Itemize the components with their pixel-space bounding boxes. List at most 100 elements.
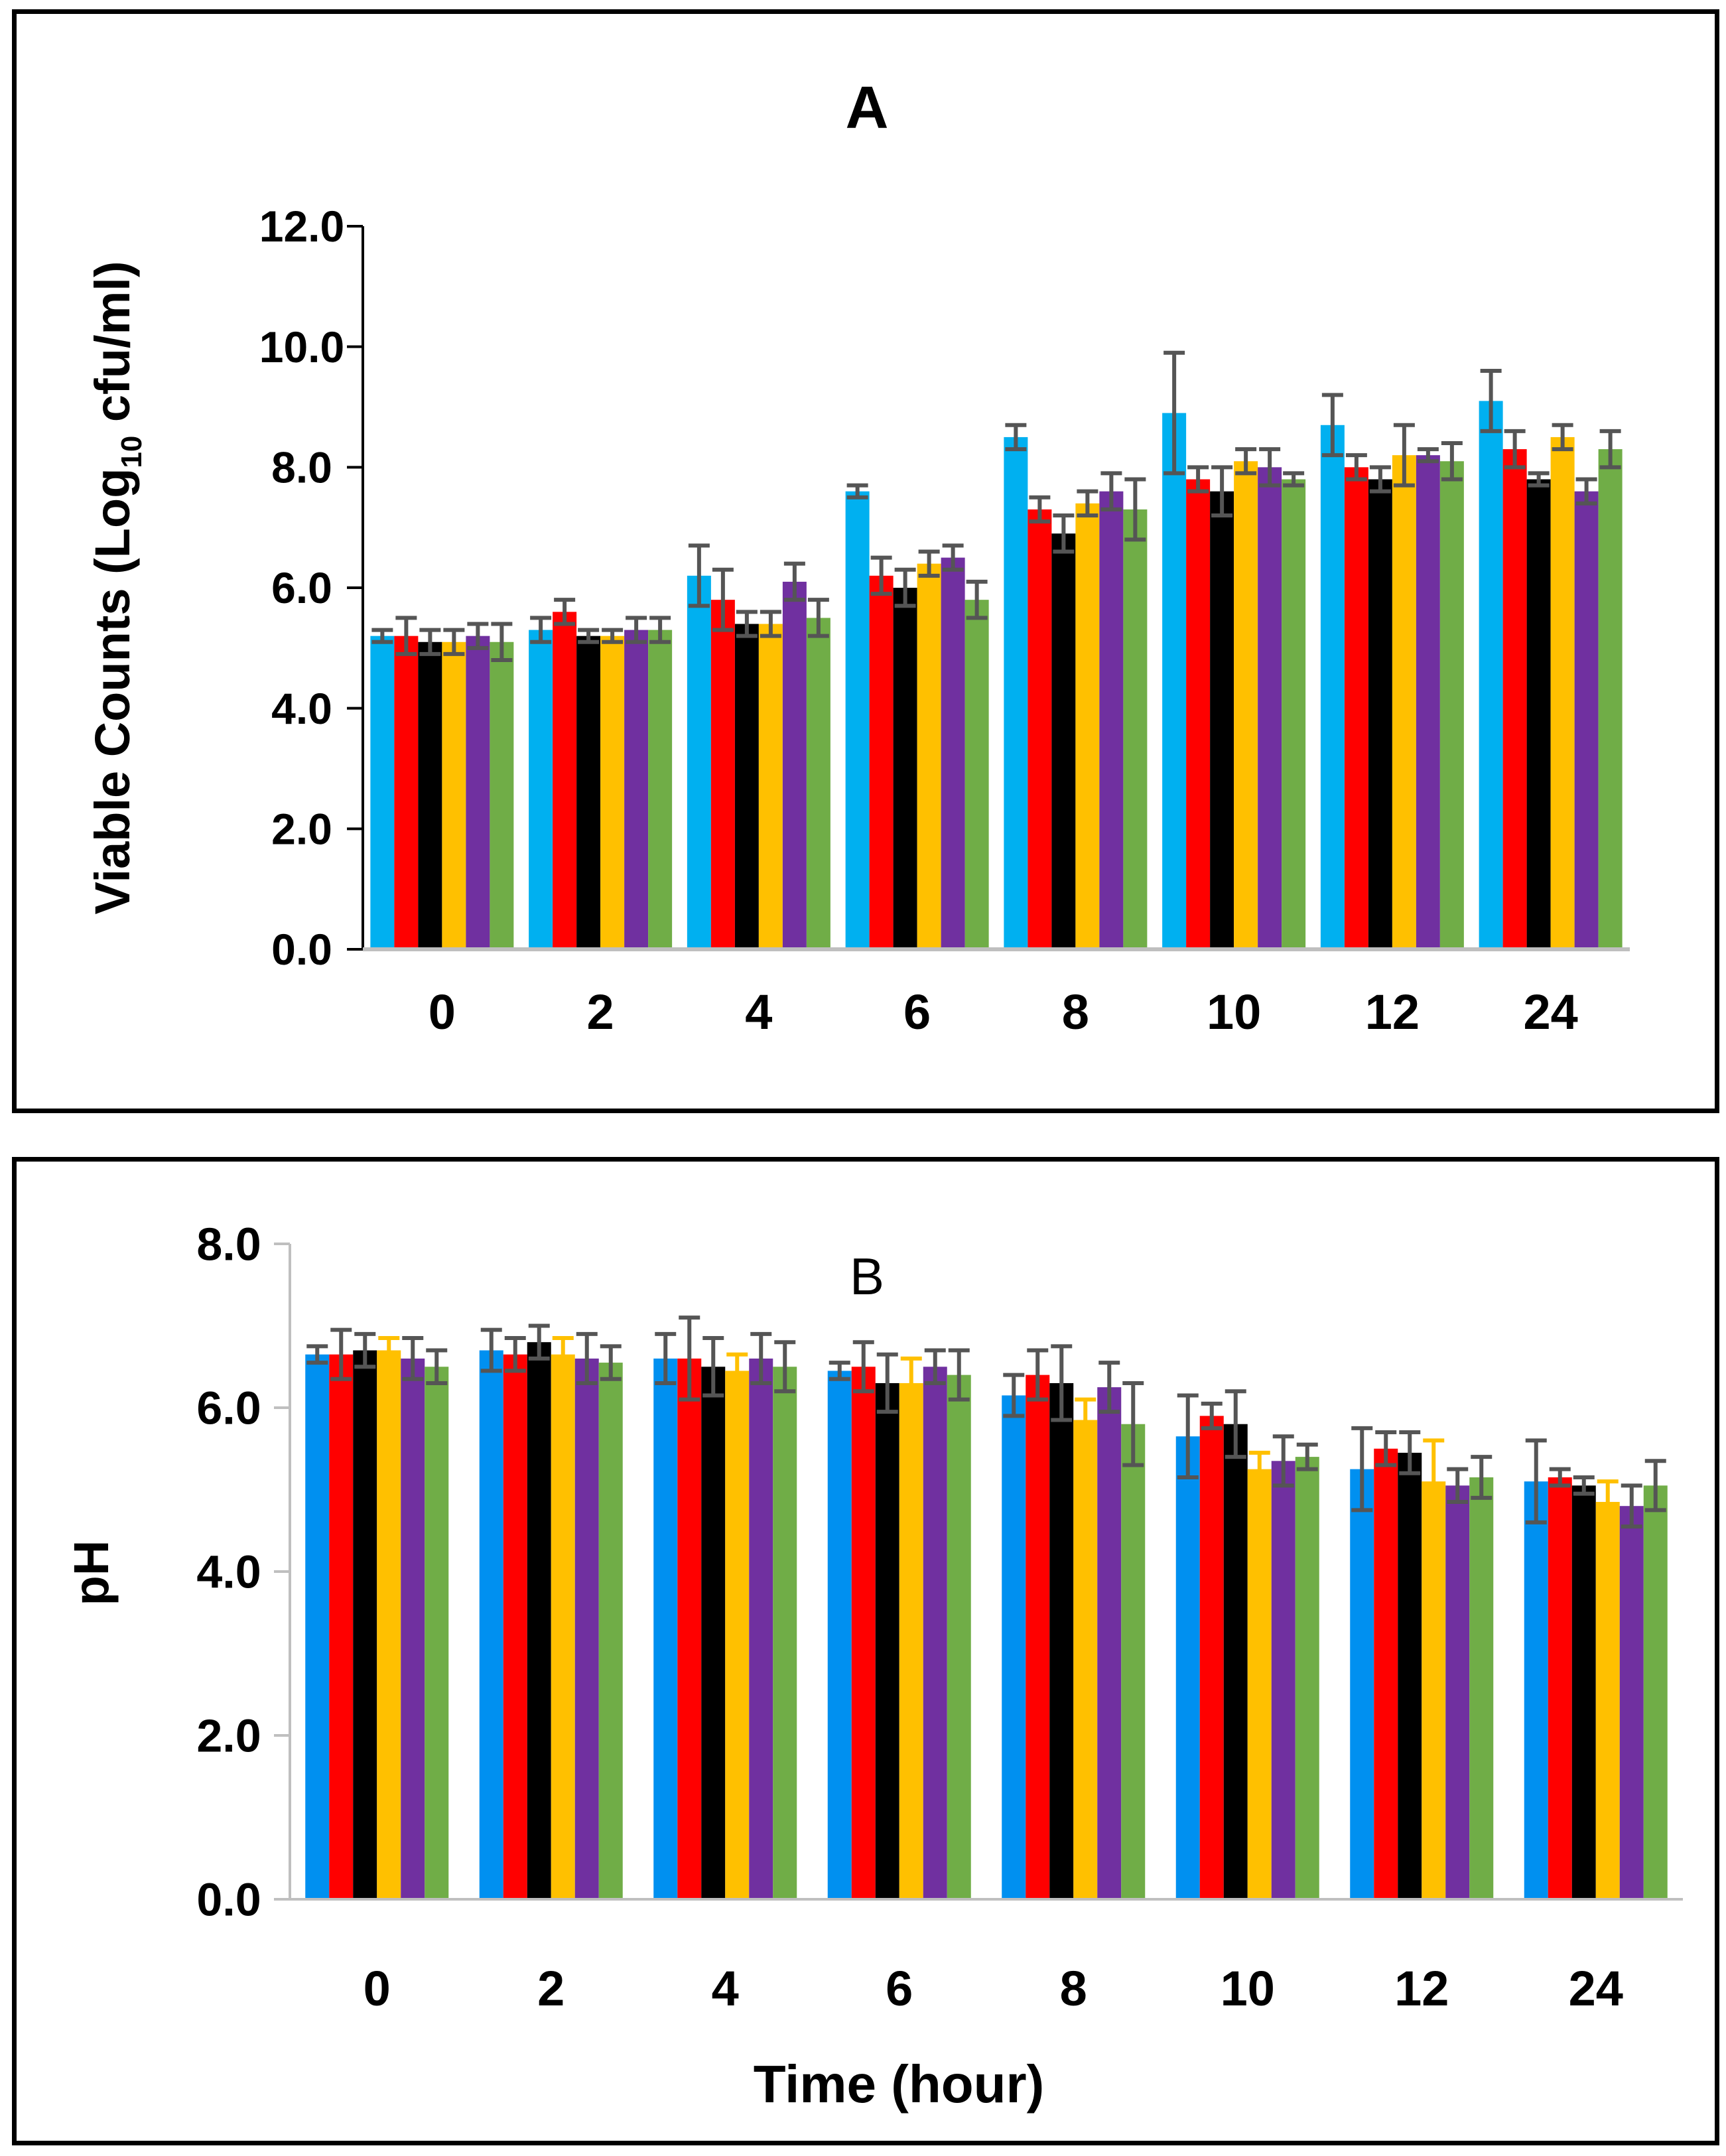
x-tick-label-a: 0 (429, 984, 456, 1040)
bar-a (734, 624, 759, 949)
bar-a (1258, 467, 1282, 949)
bar-a (1320, 425, 1345, 949)
bar-b (1026, 1375, 1050, 1899)
y-tick-label-a: 12.0 (259, 202, 344, 251)
x-tick-label-a: 24 (1523, 984, 1577, 1040)
bar-a (529, 630, 553, 949)
bar-b (305, 1354, 330, 1899)
y-tick-label-b: 6.0 (196, 1382, 261, 1434)
bar-b (1548, 1477, 1572, 1899)
x-axis-title-b: Time (hour) (754, 2055, 1045, 2114)
x-tick-label-b: 4 (712, 1961, 739, 2016)
bar-b (1398, 1452, 1422, 1899)
bar-b (725, 1371, 750, 1899)
bar-b (1271, 1461, 1295, 1899)
bar-a (1210, 491, 1234, 949)
x-tick-label-b: 6 (886, 1961, 913, 2016)
bar-a (687, 575, 711, 949)
bar-b (773, 1367, 797, 1899)
x-tick-label-a: 4 (745, 984, 772, 1040)
bar-b (1524, 1481, 1548, 1899)
bar-a (1004, 437, 1028, 949)
bar-a (1526, 479, 1551, 949)
bar-b (875, 1382, 899, 1899)
bar-b (503, 1354, 527, 1899)
bar-b (1097, 1387, 1122, 1899)
bar-b (1121, 1424, 1146, 1899)
bar-a (1051, 533, 1076, 949)
x-tick-label-a: 12 (1365, 984, 1420, 1040)
bar-b (1595, 1502, 1620, 1899)
bar-b (1350, 1469, 1374, 1899)
x-tick-label-b: 12 (1394, 1961, 1449, 2016)
bar-a (600, 636, 625, 949)
bar-a (576, 636, 601, 949)
bar-a (964, 600, 989, 949)
y-tick-label-a: 10.0 (259, 322, 344, 371)
bar-b (377, 1350, 401, 1899)
bar-b (899, 1382, 923, 1899)
bar-b (827, 1371, 852, 1899)
x-tick-label-a: 10 (1207, 984, 1261, 1040)
y-tick-label-b: 4.0 (196, 1546, 261, 1598)
bar-a (1282, 479, 1306, 949)
bar-b (527, 1342, 551, 1899)
bar-b (947, 1375, 971, 1899)
bar-a (466, 636, 490, 949)
bar-a (1479, 401, 1503, 949)
bar-b (701, 1367, 726, 1899)
bar-b (923, 1367, 947, 1899)
bar-a (1123, 509, 1148, 949)
bar-b (1619, 1506, 1644, 1899)
bar-a (442, 641, 466, 949)
x-tick-label-b: 8 (1060, 1961, 1087, 2016)
bar-b (1073, 1420, 1098, 1899)
y-tick-label-a: 8.0 (271, 442, 332, 492)
bar-b (1247, 1469, 1272, 1899)
bar-a (869, 575, 894, 949)
y-tick-label-a: 4.0 (271, 684, 332, 733)
bar-b (425, 1367, 449, 1899)
bar-a (806, 618, 830, 949)
y-tick-label-a: 6.0 (271, 563, 332, 612)
y-tick-label-b: 8.0 (196, 1219, 261, 1270)
bar-a (917, 563, 941, 949)
bar-a (845, 491, 870, 949)
bar-b (1002, 1395, 1026, 1899)
bar-b (1374, 1448, 1398, 1899)
bar-b (1175, 1436, 1200, 1899)
bar-a (1439, 461, 1464, 949)
bar-b (1469, 1477, 1494, 1899)
bar-b (1223, 1424, 1248, 1899)
panel-b: B 0.0 2.0 4.0 6.0 8.0 pH 0 2 4 6 8 10 12 24 Time (hour) (12, 1157, 1719, 2145)
bar-a (1502, 449, 1527, 949)
bar-a (1028, 509, 1052, 949)
panel-a: A 0.0 2.0 4.0 6.0 8.0 10.0 12.0 Viable Counts (L… (12, 9, 1719, 1113)
bar-a (893, 588, 917, 949)
bar-a (782, 581, 807, 949)
bar-b (574, 1358, 599, 1899)
bar-a (1344, 467, 1368, 949)
bar-b (329, 1354, 354, 1899)
bar-b (677, 1358, 702, 1899)
bar-b (401, 1358, 425, 1899)
x-tick-label-a: 2 (587, 984, 614, 1040)
y-tick-label-a: 2.0 (271, 804, 332, 853)
bar-a (1075, 503, 1100, 949)
x-tick-label-a: 6 (903, 984, 931, 1040)
bar-b (1199, 1416, 1224, 1899)
bar-b (1643, 1485, 1668, 1899)
chart-title-b: B (850, 1247, 884, 1306)
bar-a (758, 624, 783, 949)
bar-a (624, 630, 649, 949)
x-tick-label-b: 10 (1221, 1961, 1275, 2016)
bar-a (394, 636, 419, 949)
bar-a (941, 557, 965, 949)
bar-b (479, 1350, 503, 1899)
bar-b (1422, 1481, 1446, 1899)
bar-b (1445, 1485, 1470, 1899)
bar-a (370, 636, 395, 949)
bar-b (1295, 1457, 1319, 1899)
bar-a (648, 630, 673, 949)
